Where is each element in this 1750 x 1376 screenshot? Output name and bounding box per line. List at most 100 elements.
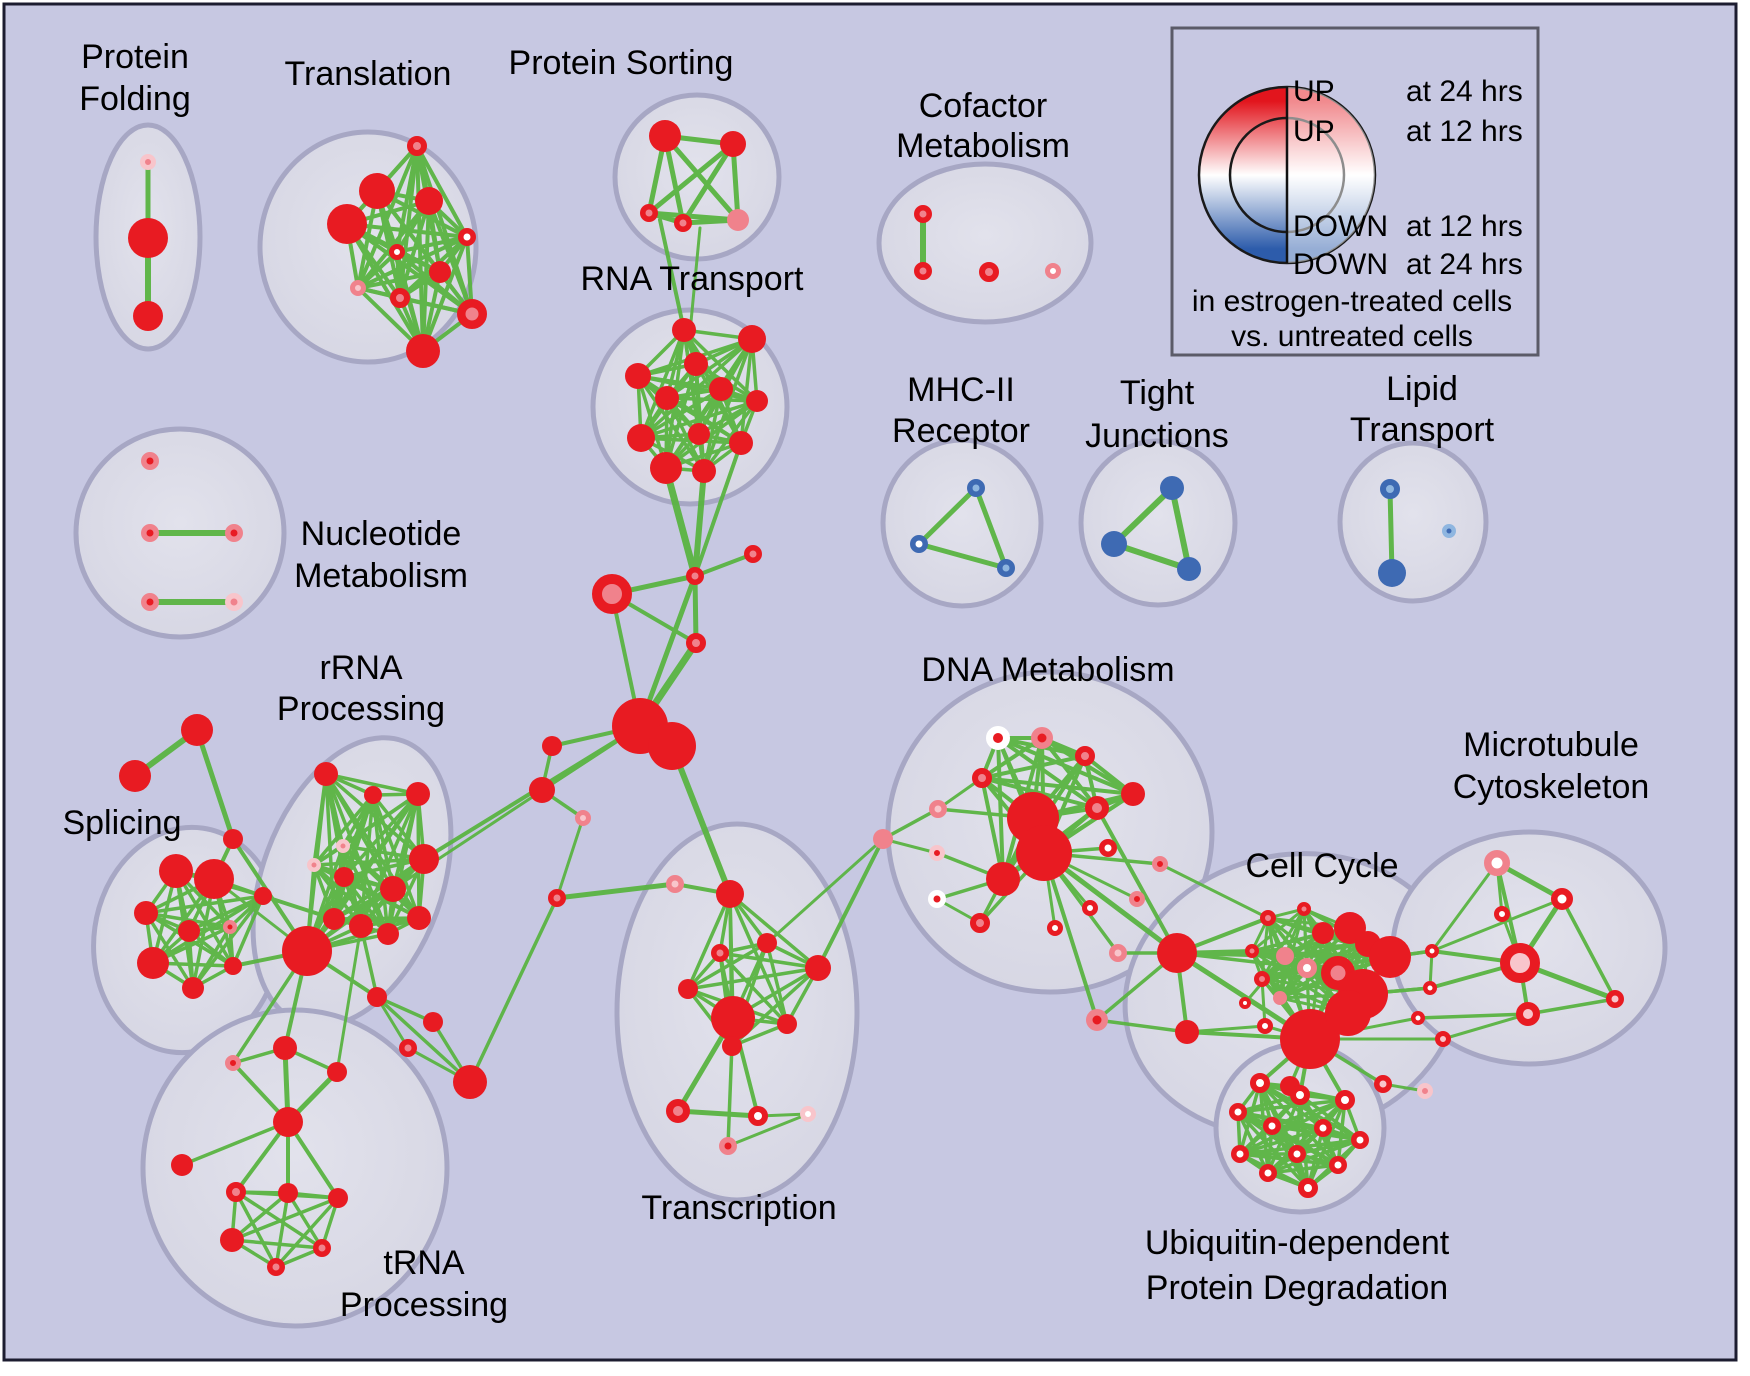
edge-backbone-link [688,226,702,334]
gene-node [223,920,237,934]
legend-muted-half [1287,87,1375,263]
cluster-label-tight-junctions: Tight Junctions [1085,374,1229,455]
edge-backbone-link [554,881,678,901]
gene-node [746,390,768,412]
cluster-label-protein-sorting: Protein Sorting [509,44,734,82]
edge-backbone-link [1416,1012,1530,1020]
layer-legend: UP at 24 hrs UP at 12 hrs DOWN at 12 hrs DOWN a… [1170,26,1540,357]
gene-node [334,867,354,887]
gene-node [1160,476,1184,500]
cluster-label-line: Transport [1350,411,1495,449]
gene-node [141,593,159,611]
gene-node [359,173,395,209]
edge-dna-metabolism [1095,806,1179,955]
gene-node [350,280,366,296]
gene-node [194,859,234,899]
edge-translation [415,144,469,239]
edge-trna-processing [274,1191,290,1269]
edge-rna-transport [702,399,759,473]
cluster-label-line: Processing [277,690,445,728]
gene-node [674,214,692,232]
legend-time-3: at 24 hrs [1406,248,1523,281]
gene-node [729,431,753,455]
gene-node [1109,944,1127,962]
gene-node [159,854,193,888]
edge-dna-metabolism [996,736,1099,810]
edge-translation [356,270,442,290]
cluster-label-nucleotide-metabolism: Nucleotide Metabolism [294,515,468,595]
gene-node [1121,782,1145,806]
edge-transcription [718,951,820,970]
gene-node [407,906,431,930]
edge-rna-transport [702,387,723,473]
cluster-label-line: Translation [285,55,452,93]
gene-node [711,996,755,1040]
edge-trna-processing [274,1196,340,1269]
edge-backbone-link [1185,1024,1267,1034]
edge-trna-processing [286,1191,324,1250]
cluster-label-trna-processing: tRNA Processing [340,1244,508,1324]
gene-node [1239,997,1251,1009]
gene-node [1288,1145,1306,1163]
gene-node [1099,839,1117,857]
gene-node [267,1258,285,1276]
gene-node [650,452,682,484]
gene-node [1325,990,1371,1036]
edge-trna-processing [180,1120,290,1167]
gene-node [1411,1011,1425,1025]
gene-node [380,876,406,902]
gene-node [327,204,367,244]
gene-node [1551,888,1573,910]
legend-box [1170,26,1540,357]
gene-node [1085,796,1109,820]
edge-rrna-processing [332,916,421,921]
edge-mhc-ii-receptor [916,541,1009,571]
gene-node [720,131,746,157]
gene-node [914,205,932,223]
gene-node [1423,981,1437,995]
edge-dna-metabolism [881,807,940,841]
edge-backbone-link [765,837,885,945]
cluster-ellipse-mhc-ii-receptor [880,437,1044,609]
edge-backbone-link [1158,862,1270,920]
gene-node [282,926,332,976]
gene-node [327,1062,347,1082]
edge-rrna-processing [371,793,421,920]
edge-ubiquitin-dependent-protein-degradation [1266,1163,1340,1175]
edge-dna-metabolism [980,776,1005,881]
edge-backbone-link [816,837,885,970]
gene-node [1329,1156,1347,1174]
gene-node [178,920,200,942]
edge-splicing [151,894,265,965]
gene-node [979,262,999,282]
legend-direction-3: DOWN [1293,248,1388,281]
gene-node [1314,1119,1332,1137]
edge-backbone-link [1430,861,1499,953]
gene-node [1177,557,1201,581]
cluster-ellipse-protein-sorting [612,92,782,262]
legend-time-0: at 24 hrs [1406,75,1523,108]
edge-transcription [686,941,769,991]
gene-node [406,334,440,368]
gene-node [744,545,762,563]
cluster-label-line: Folding [79,80,191,118]
cluster-label-line: Tight [1120,374,1195,412]
cluster-label-dna-metabolism: DNA Metabolism [921,651,1174,689]
edge-dna-metabolism [996,736,1005,881]
gene-node [399,1039,417,1057]
edge-rna-transport [665,396,759,403]
edge-dna-metabolism [1095,1018,1189,1034]
gene-node [1129,891,1145,907]
cluster-label-microtubule-cytoskeleton: Microtubule Cytoskeleton [1453,726,1650,806]
gene-node [137,947,169,979]
edge-translation [345,222,469,239]
gene-node [1297,902,1311,916]
gene-node [986,726,1010,750]
edge-mhc-ii-receptor [916,485,979,547]
gene-node [1351,1131,1369,1149]
gene-node [686,567,704,585]
edge-transcription [686,966,820,991]
gene-node [686,633,706,653]
gene-node [1075,746,1095,766]
gene-node [1298,1178,1318,1198]
